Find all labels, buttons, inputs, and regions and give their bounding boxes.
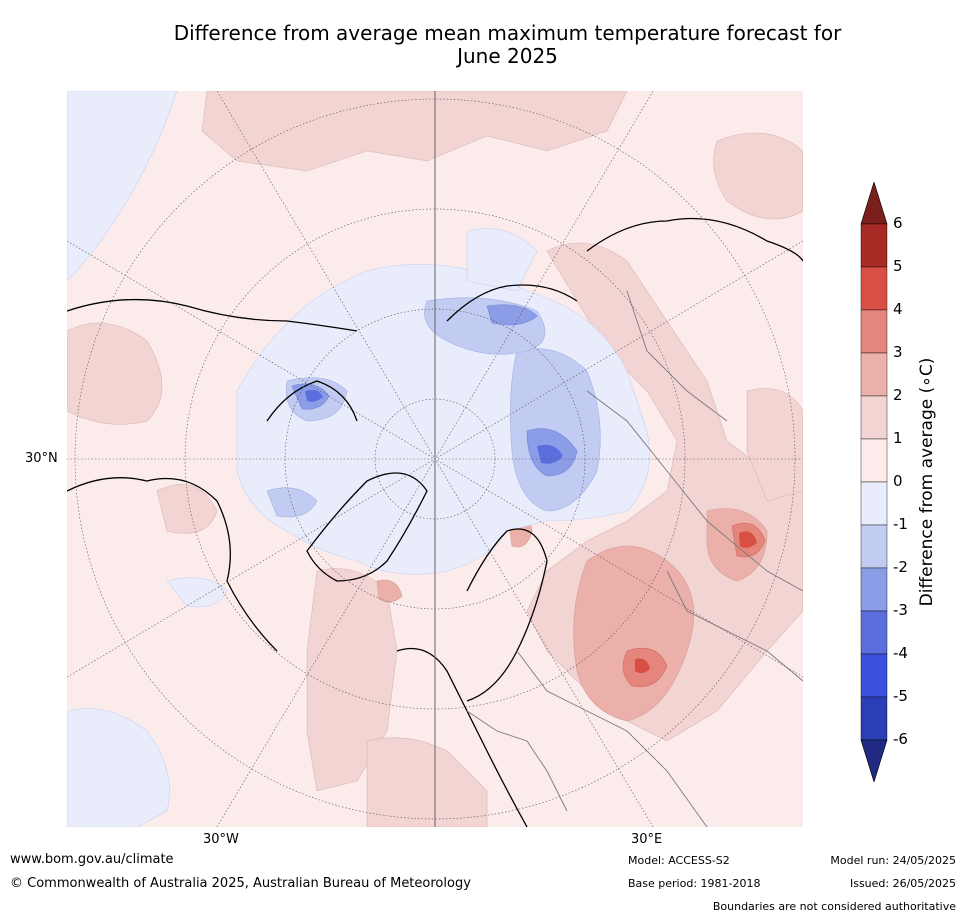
colorbar-bin	[860, 223, 888, 268]
colorbar-tick-label: 0	[893, 472, 903, 490]
colorbar-bin	[860, 309, 888, 354]
colorbar-bin	[860, 653, 888, 698]
colorbar-tick-label: -4	[893, 644, 908, 662]
map-title: Difference from average mean maximum tem…	[60, 22, 955, 68]
colorbar-tick-label: 5	[893, 257, 903, 275]
colorbar-bin	[860, 567, 888, 612]
colorbar-tick-label: -2	[893, 558, 908, 576]
colorbar-bin	[860, 266, 888, 311]
copyright-notice: © Commonwealth of Australia 2025, Austra…	[10, 876, 471, 891]
lon-label-30e: 30°E	[631, 832, 663, 847]
colorbar-tick-label: 2	[893, 386, 903, 404]
colorbar-bin	[860, 696, 888, 741]
title-line-2: June 2025	[457, 44, 558, 68]
colorbar-bin	[860, 610, 888, 655]
model-run-date: Model run: 24/05/2025	[830, 854, 956, 867]
lon-label-30w: 30°W	[203, 832, 239, 847]
colorbar-title: Difference from average (∘C)	[917, 357, 937, 607]
colorbar-tick-label: 6	[893, 214, 903, 232]
colorbar-under-arrow	[860, 739, 888, 782]
issued-date: Issued: 26/05/2025	[849, 877, 956, 890]
colorbar-bin	[860, 395, 888, 440]
colorbar-tick-label: -3	[893, 601, 908, 619]
colorbar-bin	[860, 438, 888, 483]
warm-anomaly-4-5	[635, 531, 757, 674]
colorbar-tick-label: 1	[893, 429, 903, 447]
cool-anomaly-2-3	[291, 304, 578, 477]
colorbar-tick-label: -1	[893, 515, 908, 533]
base-period: Base period: 1981-2018	[628, 877, 761, 890]
colorbar-tick-label: 4	[893, 300, 903, 318]
colorbar-bin	[860, 481, 888, 526]
colorbar-over-arrow	[860, 182, 888, 225]
colorbar-bin	[860, 524, 888, 569]
model-name: Model: ACCESS-S2	[628, 854, 730, 867]
colorbar-tick-label: -5	[893, 687, 908, 705]
colorbar-tick-label: 3	[893, 343, 903, 361]
website-link[interactable]: www.bom.gov.au/climate	[10, 852, 174, 867]
boundaries-note: Boundaries are not considered authoritat…	[712, 900, 956, 913]
forecast-map	[67, 91, 803, 827]
colorbar	[860, 182, 888, 782]
colorbar-tick-label: -6	[893, 730, 908, 748]
country-boundaries	[466, 290, 803, 827]
coastlines	[67, 217, 803, 827]
lat-label-30n: 30°N	[25, 451, 58, 466]
title-line-1: Difference from average mean maximum tem…	[173, 21, 842, 45]
colorbar-bin	[860, 352, 888, 397]
map-svg	[67, 91, 803, 827]
